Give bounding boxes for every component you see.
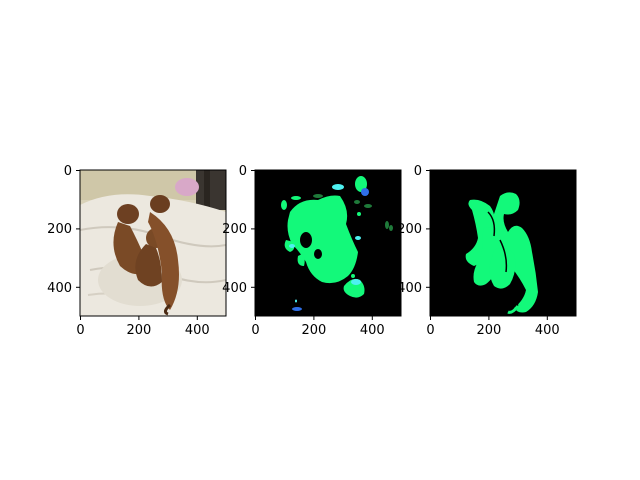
x-tick-label: 200 — [301, 323, 326, 338]
y-tick-label: 0 — [64, 164, 72, 179]
y-tick-label: 400 — [47, 281, 72, 296]
x-tick-label: 400 — [535, 323, 560, 338]
ground-truth-mask-image — [430, 170, 576, 316]
y-tick-label: 200 — [397, 222, 422, 237]
x-tick-label: 0 — [76, 323, 84, 338]
axes-frame — [429, 169, 577, 317]
x-tick-label: 400 — [360, 323, 385, 338]
y-tick-label: 400 — [397, 281, 422, 296]
axes-frame — [254, 169, 402, 317]
photo-image — [80, 170, 226, 316]
x-axis-ticks: 0 200 400 — [426, 316, 560, 338]
x-tick-label: 200 — [476, 323, 501, 338]
y-tick-label: 200 — [47, 222, 72, 237]
x-axis-ticks: 0 200 400 — [76, 316, 210, 338]
y-tick-label: 400 — [222, 281, 247, 296]
x-tick-label: 0 — [251, 323, 259, 338]
predicted-mask-image — [255, 170, 401, 316]
panel-input-photo: 0 200 400 0 200 400 — [47, 164, 227, 338]
x-tick-label: 200 — [126, 323, 151, 338]
y-tick-label: 200 — [222, 222, 247, 237]
panel-predicted-mask: 0 200 400 0 200 400 — [222, 164, 402, 338]
y-axis-ticks: 0 200 400 — [222, 164, 255, 296]
panel-ground-truth-mask: 0 200 400 0 200 400 — [397, 164, 577, 338]
y-axis-ticks: 0 200 400 — [47, 164, 80, 296]
x-axis-ticks: 0 200 400 — [251, 316, 385, 338]
axes-frame — [79, 169, 227, 317]
y-axis-ticks: 0 200 400 — [397, 164, 430, 296]
y-tick-label: 0 — [239, 164, 247, 179]
x-tick-label: 0 — [426, 323, 434, 338]
y-tick-label: 0 — [414, 164, 422, 179]
x-tick-label: 400 — [185, 323, 210, 338]
